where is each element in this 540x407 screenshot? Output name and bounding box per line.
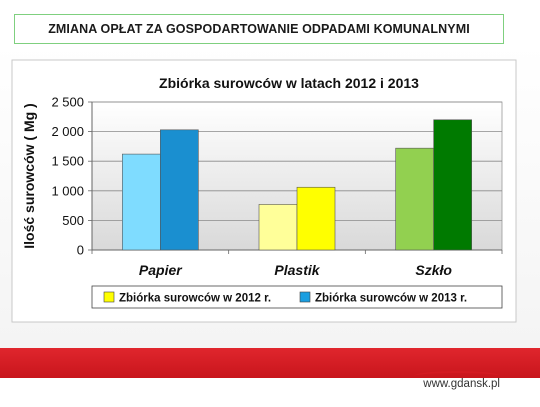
bar-chart: Zbiórka surowców w latach 2012 i 2013 0 50… xyxy=(11,59,517,323)
y-tick-label: 1 000 xyxy=(51,183,84,198)
bar-szkło-2012 xyxy=(395,147,434,251)
footer: www.gdansk.pl xyxy=(0,348,540,407)
bar-plastik-2013 xyxy=(296,186,336,251)
y-tick-label: 2 000 xyxy=(51,124,84,139)
x-tick-label: Plastik xyxy=(274,262,320,278)
site-url: www.gdansk.pl xyxy=(423,378,500,390)
legend-swatch xyxy=(103,291,115,303)
bar-papier-2012 xyxy=(122,153,161,251)
chart-title: Zbiórka surowców w latach 2012 i 2013 xyxy=(159,75,419,91)
legend-box xyxy=(91,285,503,309)
bar-plastik-2012 xyxy=(258,204,298,251)
y-tick-label: 0 xyxy=(77,243,84,258)
bar-szkło-2013 xyxy=(433,119,472,251)
x-tick-label: Szkło xyxy=(415,262,452,278)
legend-label: Zbiórka surowców w 2013 r. xyxy=(315,293,467,305)
gdansk-logo-swoosh-icon xyxy=(414,371,500,381)
legend-label: Zbiórka surowców w 2012 r. xyxy=(119,293,271,305)
y-axis-label: Ilość surowców ( Mg ) xyxy=(21,103,37,248)
legend-swatch xyxy=(299,291,311,303)
y-tick-label: 1 500 xyxy=(51,154,84,169)
y-tick-label: 2 500 xyxy=(51,95,84,110)
page-title: ZMIANA OPŁAT ZA GOSPODARTOWANIE ODPADAMI… xyxy=(14,14,504,44)
y-tick-label: 500 xyxy=(62,213,84,228)
bar-papier-2013 xyxy=(160,129,199,251)
x-tick-label: Papier xyxy=(139,262,183,278)
